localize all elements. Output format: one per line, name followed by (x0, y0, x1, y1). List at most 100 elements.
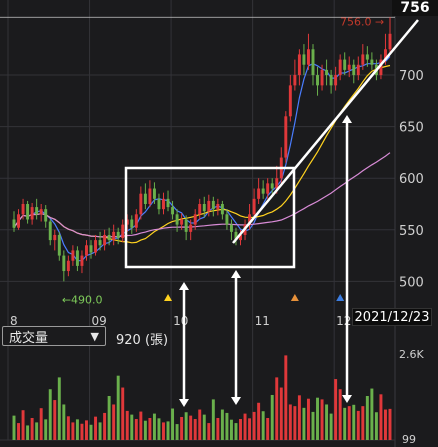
volume-bar (89, 424, 93, 440)
volume-bar (162, 422, 165, 440)
volume-bar (193, 419, 197, 440)
volume-bar (139, 411, 143, 440)
volume-bar (202, 414, 206, 440)
candle-body (306, 49, 310, 65)
candle-body (225, 214, 229, 225)
candle-body (62, 255, 66, 272)
volume-bar (121, 387, 125, 440)
volume-bar (184, 412, 188, 440)
candle-body (293, 75, 297, 86)
volume-bar (220, 409, 224, 440)
candle-body (275, 178, 279, 189)
volume-bar (44, 419, 48, 440)
volume-bar (338, 389, 342, 440)
candle-body (175, 214, 179, 225)
volume-bar (80, 423, 84, 440)
indicator-select[interactable]: 成交量 ▼ (2, 326, 106, 346)
volume-bar (85, 420, 88, 440)
volume-bar (388, 408, 392, 440)
candle-body (53, 234, 57, 241)
candle-body (48, 221, 52, 241)
volume-bar (329, 413, 333, 440)
volume-bar (266, 418, 270, 440)
candle-body (302, 54, 306, 65)
candle-body (270, 183, 274, 189)
volume-bar (180, 416, 184, 440)
volume-bar (370, 388, 374, 440)
volume-bar (239, 419, 242, 440)
candle-body (239, 234, 242, 241)
volume-bar (166, 421, 170, 440)
candle-body (112, 231, 116, 241)
volume-bar (189, 415, 193, 440)
candle-body (334, 75, 338, 86)
trend-line-annotation (232, 19, 419, 244)
last-price-line-label: 756.0 → (340, 15, 384, 28)
volume-bar (325, 404, 329, 440)
candle-body (257, 188, 261, 199)
candle-body (284, 116, 288, 158)
volume-bar (17, 423, 21, 440)
volume-bar (62, 404, 66, 440)
price-tick-label: 700 (399, 69, 424, 84)
candle-body (248, 214, 252, 225)
candle-body (12, 219, 16, 228)
volume-bar (26, 425, 30, 440)
volume-bar (316, 397, 319, 440)
volume-bar (103, 412, 107, 440)
volume-bar (66, 416, 70, 440)
candle-body (220, 204, 224, 215)
volume-bar (71, 422, 75, 440)
volume-bar (35, 422, 39, 440)
candle-body (311, 49, 315, 76)
time-tick-label: 8 (10, 314, 18, 328)
volume-bar (270, 394, 274, 440)
candle-body (352, 64, 356, 76)
volume-bar (347, 406, 351, 440)
candle-body (316, 75, 319, 86)
arrow-head-up (179, 282, 189, 290)
candle-body (229, 224, 233, 232)
volume-bar (383, 409, 387, 440)
candle-body (329, 75, 333, 86)
candle-body (325, 69, 329, 76)
crosshair-date-badge: 2021/12/23 (352, 308, 432, 326)
candle-body (103, 234, 107, 246)
time-tick-label: 12 (336, 314, 351, 328)
candle-body (193, 214, 197, 225)
candle-body (152, 188, 156, 199)
candle-body (266, 183, 270, 194)
volume-value: 920 (張) (116, 333, 169, 348)
volume-bar (211, 399, 215, 440)
volume-bar (134, 419, 138, 440)
candle-body (171, 207, 175, 215)
candle-body (148, 188, 152, 204)
volume-bar (248, 418, 252, 440)
volume-bar (288, 404, 292, 440)
candle-body (26, 204, 30, 220)
candle-body (134, 214, 138, 228)
low-price-marker: ←490.0 (62, 294, 103, 307)
candle-body (356, 64, 360, 76)
volume-bar (171, 408, 175, 440)
candle-body (75, 250, 79, 266)
time-tick-label: 11 (255, 314, 270, 328)
candle-body (17, 214, 21, 228)
arrow-head-down (231, 397, 241, 405)
candle-body (89, 245, 93, 253)
candle-body (202, 204, 206, 212)
candle-body (288, 85, 292, 117)
volume-bar (198, 409, 202, 440)
volume-bar (343, 407, 347, 440)
volume-bar (229, 419, 233, 440)
volume-bar (57, 377, 61, 440)
volume-bar (257, 402, 261, 440)
candle-body (234, 231, 238, 241)
volume-bar (379, 394, 383, 440)
candle-body (338, 59, 342, 76)
volume-bar (148, 418, 152, 440)
candle-body (343, 59, 347, 70)
arrow-head-up (342, 115, 352, 123)
event-marker-triangle (164, 294, 173, 301)
